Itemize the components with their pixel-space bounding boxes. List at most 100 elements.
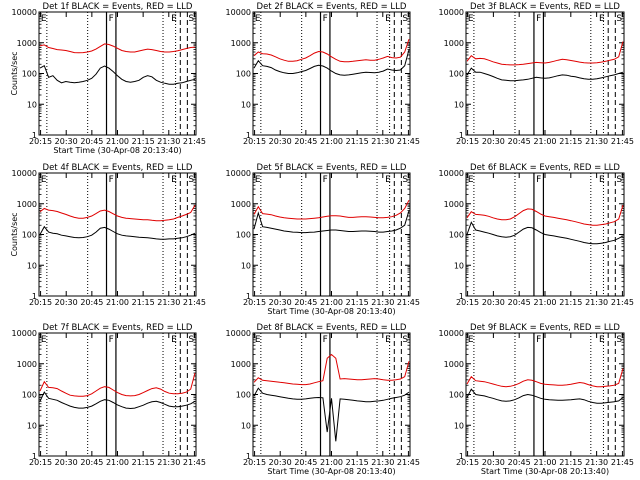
x-tick-label: 21:30 — [585, 458, 608, 467]
lld-series-line — [466, 205, 624, 226]
x-tick-label: 21:15 — [346, 137, 369, 146]
y-tick-label: 1 — [32, 292, 37, 301]
flag-label: F — [323, 14, 328, 24]
y-tick-label: 10 — [241, 421, 251, 430]
y-tick-label: 100 — [449, 391, 464, 400]
x-tick-label: 21:00 — [106, 137, 129, 146]
panel-4: Det 4f BLACK = Events, RED = LLD 1 10 100 10… — [10, 163, 206, 307]
y-tick-label: 10 — [454, 100, 464, 109]
x-tick-label: 20:30 — [269, 298, 292, 307]
x-tick-label: 20:30 — [482, 137, 505, 146]
y-tick-label: 1 — [459, 452, 464, 461]
flag-label: F — [109, 335, 114, 345]
flag-label: S — [402, 335, 408, 345]
x-tick-label: 21:15 — [559, 458, 582, 467]
flag-label: S — [402, 14, 408, 24]
flag-label: F — [536, 175, 541, 185]
flag-label: S — [188, 335, 194, 345]
x-tick-label: 20:45 — [294, 298, 317, 307]
y-tick-label: 1 — [246, 292, 251, 301]
flag-label: S — [402, 175, 408, 185]
y-tick-label: 10000 — [439, 169, 464, 178]
panel-2: Det 2f BLACK = Events, RED = LLD 1 10 100 10… — [226, 2, 420, 146]
y-tick-label: 10000 — [12, 8, 37, 17]
y-tick-label: 100 — [22, 391, 37, 400]
events-series-line — [39, 64, 196, 85]
flag-label: E — [255, 335, 261, 345]
y-tick-label: 1000 — [231, 360, 251, 369]
events-series-line — [466, 221, 624, 245]
events-series-line — [253, 387, 410, 442]
panel-8: Det 8f BLACK = Events, RED = LLD 1 10 100 10… — [226, 323, 420, 476]
flag-label: E — [171, 175, 177, 185]
flag-label: E — [255, 14, 261, 24]
panel-title: Det 3f BLACK = Events, RED = LLD — [470, 2, 620, 12]
x-tick-label: 21:00 — [106, 458, 129, 467]
y-tick-label: 100 — [449, 70, 464, 79]
x-tick-label: 21:00 — [533, 458, 556, 467]
x-axis-label: Start Time (30-Apr-08 20:13:40) — [267, 467, 395, 476]
x-tick-label: 20:15 — [243, 137, 266, 146]
flag-label: E — [41, 175, 47, 185]
panel-title: Det 5f BLACK = Events, RED = LLD — [257, 163, 407, 173]
y-tick-label: 10000 — [12, 329, 37, 338]
x-axis-label: Start Time (30-Apr-08 20:13:40) — [53, 146, 181, 155]
panel-title: Det 9f BLACK = Events, RED = LLD — [470, 323, 620, 333]
x-tick-label: 21:45 — [183, 458, 206, 467]
x-tick-label: 21:00 — [106, 298, 129, 307]
flag-label: F — [323, 175, 328, 185]
flag-label: E — [599, 14, 605, 24]
flag-label: F — [536, 335, 541, 345]
y-tick-label: 1000 — [17, 39, 37, 48]
y-tick-label: 10000 — [226, 169, 251, 178]
y-tick-label: 10 — [241, 261, 251, 270]
x-tick-label: 21:15 — [132, 298, 155, 307]
x-tick-label: 20:15 — [456, 298, 479, 307]
x-tick-label: 20:15 — [29, 137, 52, 146]
flag-label: E — [385, 175, 391, 185]
y-tick-label: 1000 — [444, 39, 464, 48]
x-tick-label: 20:15 — [243, 298, 266, 307]
flag-label: E — [41, 14, 47, 24]
y-axis-label: Counts/sec — [10, 212, 19, 256]
flag-label: S — [188, 14, 194, 24]
y-tick-label: 100 — [236, 70, 251, 79]
x-tick-label: 20:45 — [508, 137, 531, 146]
panel-title: Det 8f BLACK = Events, RED = LLD — [257, 323, 407, 333]
flag-label: E — [468, 335, 474, 345]
flag-label: E — [171, 335, 177, 345]
x-tick-label: 20:30 — [55, 298, 78, 307]
flag-label: S — [188, 175, 194, 185]
x-tick-label: 21:00 — [320, 298, 343, 307]
y-tick-label: 10000 — [439, 8, 464, 17]
y-tick-label: 100 — [22, 231, 37, 240]
x-tick-label: 20:30 — [269, 137, 292, 146]
x-tick-label: 21:45 — [611, 137, 634, 146]
x-tick-label: 21:45 — [397, 298, 420, 307]
flag-label: F — [109, 14, 114, 24]
y-tick-label: 10 — [27, 421, 37, 430]
y-tick-label: 10 — [454, 261, 464, 270]
y-tick-label: 10 — [241, 100, 251, 109]
x-tick-label: 20:15 — [456, 137, 479, 146]
x-tick-label: 20:45 — [294, 458, 317, 467]
panel-title: Det 6f BLACK = Events, RED = LLD — [470, 163, 620, 173]
flag-label: S — [616, 335, 622, 345]
x-tick-label: 20:45 — [508, 298, 531, 307]
flag-label: E — [385, 335, 391, 345]
x-tick-label: 21:45 — [611, 458, 634, 467]
panel-1: Det 1f BLACK = Events, RED = LLD 1 10 100 10… — [10, 2, 206, 155]
y-tick-label: 10 — [27, 100, 37, 109]
x-axis-label: Start Time (30-Apr-08 20:13:40) — [481, 467, 609, 476]
panel-title: Det 4f BLACK = Events, RED = LLD — [43, 163, 193, 173]
flag-label: E — [41, 335, 47, 345]
y-tick-label: 1000 — [444, 200, 464, 209]
y-tick-label: 1000 — [17, 200, 37, 209]
flag-label: E — [468, 14, 474, 24]
x-tick-label: 20:30 — [55, 137, 78, 146]
x-tick-label: 21:30 — [371, 458, 394, 467]
flag-label: S — [616, 14, 622, 24]
panel-9: Det 9f BLACK = Events, RED = LLD 1 10 100 10… — [439, 323, 634, 476]
x-tick-label: 21:00 — [533, 137, 556, 146]
